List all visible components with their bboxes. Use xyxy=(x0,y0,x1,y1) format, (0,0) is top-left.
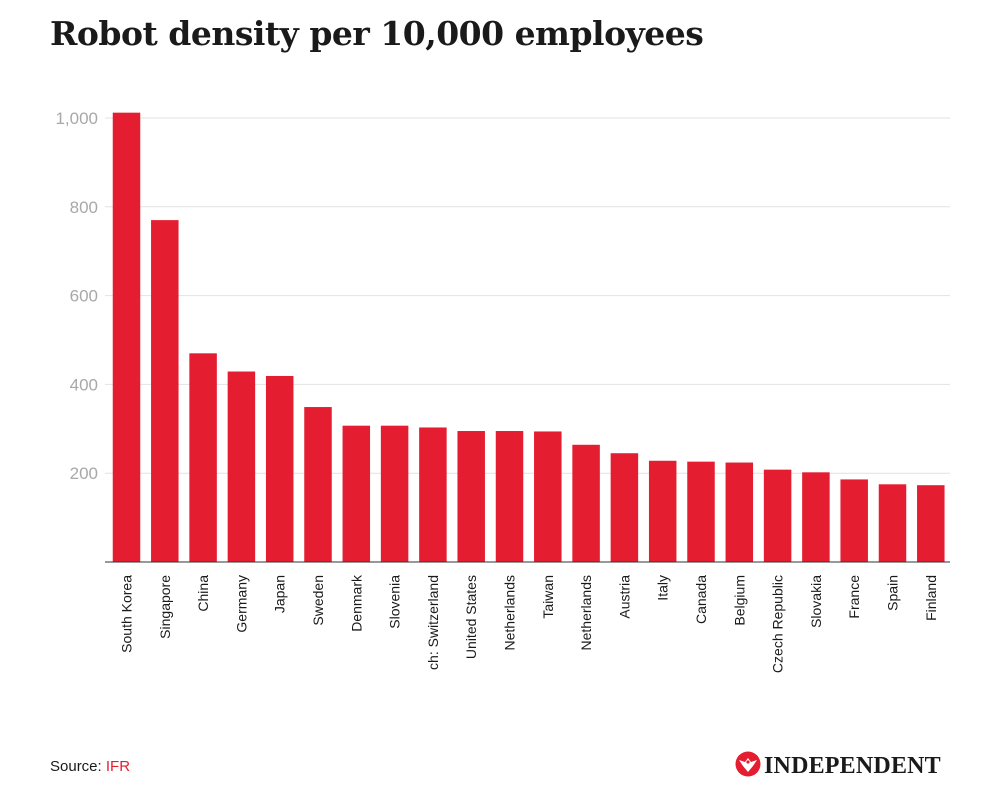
bars xyxy=(112,112,945,562)
bar xyxy=(265,375,294,562)
x-tick-label: Germany xyxy=(233,575,249,633)
bar xyxy=(878,484,907,562)
x-tick-label: Belgium xyxy=(731,575,747,626)
bar xyxy=(725,462,754,562)
x-tick-label: Netherlands xyxy=(502,575,518,651)
x-tick-label: Finland xyxy=(923,575,939,621)
x-tick-label: France xyxy=(846,575,862,619)
source-link[interactable]: IFR xyxy=(105,758,131,775)
bar xyxy=(534,431,562,562)
x-tick-label: China xyxy=(195,575,211,612)
x-tick-label: Sweden xyxy=(310,575,326,626)
bar xyxy=(304,407,332,562)
y-tick-label: 400 xyxy=(70,375,98,394)
x-tick-label: Austria xyxy=(616,575,632,619)
eagle-icon xyxy=(735,751,761,782)
y-tick-label: 800 xyxy=(70,198,98,217)
source-note: Source: IFR xyxy=(50,758,130,775)
bar xyxy=(457,431,485,562)
bar xyxy=(840,479,868,562)
bar xyxy=(610,453,639,562)
bar xyxy=(572,444,600,562)
x-tick-label: United States xyxy=(463,575,479,659)
bar xyxy=(380,425,409,562)
y-axis-tick-labels: 200 400 600 800 1,000 xyxy=(55,109,98,483)
y-tick-label: 200 xyxy=(70,464,98,483)
brand-logo: INDEPENDENT xyxy=(735,751,941,782)
bar xyxy=(189,353,217,562)
bar xyxy=(227,371,256,562)
x-axis-tick-labels: South Korea Singapore China Germany Japan Swe… xyxy=(119,574,939,673)
x-tick-label: Spain xyxy=(885,575,901,611)
source-label: Source: xyxy=(50,758,102,775)
bar xyxy=(687,461,715,562)
x-tick-label: Czech Republic xyxy=(770,575,786,673)
y-tick-label: 1,000 xyxy=(55,109,98,128)
x-tick-label: Canada xyxy=(693,575,709,624)
x-tick-label: Denmark xyxy=(348,574,364,632)
bar xyxy=(151,220,179,562)
x-tick-label: Netherlands xyxy=(578,575,594,651)
y-tick-label: 600 xyxy=(70,287,98,306)
x-tick-label: South Korea xyxy=(119,575,135,653)
bar xyxy=(648,460,677,562)
x-tick-label: Slovenia xyxy=(387,575,403,629)
bar xyxy=(495,431,524,562)
x-tick-label: Taiwan xyxy=(540,575,556,619)
bar xyxy=(342,425,371,562)
bar xyxy=(917,485,945,562)
x-tick-label: ch: Switzerland xyxy=(425,575,441,670)
bar xyxy=(763,469,792,562)
bar xyxy=(112,112,141,562)
x-tick-label: Italy xyxy=(655,575,671,601)
bar xyxy=(419,427,447,562)
x-tick-label: Slovakia xyxy=(808,575,824,628)
x-tick-label: Singapore xyxy=(157,575,173,639)
bar xyxy=(802,472,830,562)
chart-title: Robot density per 10,000 employees xyxy=(50,14,704,53)
brand-name: INDEPENDENT xyxy=(764,753,941,779)
x-tick-label: Japan xyxy=(272,575,288,613)
